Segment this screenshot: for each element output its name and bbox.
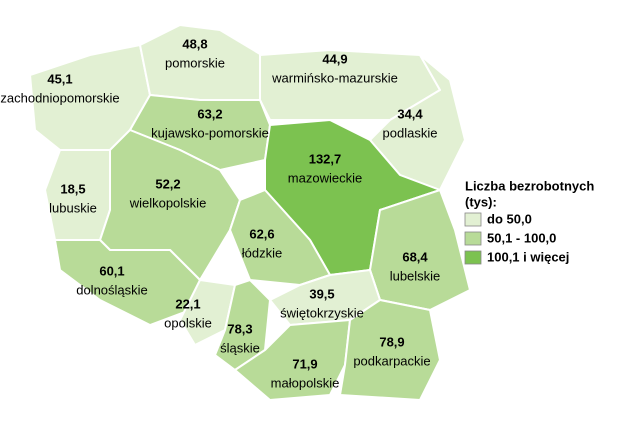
value-label: 68,4 — [402, 249, 428, 264]
value-label: 78,9 — [379, 334, 404, 349]
region-label: dolnośląskie — [76, 282, 148, 297]
value-label: 22,1 — [175, 296, 200, 311]
value-label: 39,5 — [309, 286, 334, 301]
region — [234, 319, 351, 401]
region-label: śląskie — [220, 340, 260, 355]
value-label: 60,1 — [99, 263, 124, 278]
value-label: 45,1 — [47, 71, 72, 86]
region-label: łódzkie — [242, 245, 282, 260]
region-label: świętokrzyskie — [280, 305, 364, 320]
value-label: 63,2 — [197, 106, 222, 121]
legend-label: 50,1 - 100,0 — [487, 230, 556, 245]
legend-title: (tys): — [465, 194, 497, 209]
value-label: 34,4 — [397, 106, 423, 121]
legend-swatch — [464, 212, 482, 227]
region-label: pomorskie — [165, 55, 225, 70]
region-label: wielkopolskie — [129, 195, 207, 210]
legend-title: Liczba bezrobotnych — [465, 178, 594, 193]
value-label: 52,2 — [155, 176, 180, 191]
region — [339, 299, 441, 401]
region-label: lubelskie — [390, 268, 441, 283]
legend-swatch — [464, 231, 482, 246]
region-label: opolskie — [164, 315, 212, 330]
value-label: 62,6 — [249, 226, 274, 241]
region — [179, 279, 236, 346]
region-label: warmińsko-mazurskie — [271, 70, 398, 85]
value-label: 44,9 — [322, 51, 347, 66]
legend-label: 100,1 i więcej — [487, 249, 569, 264]
value-label: 48,8 — [182, 36, 207, 51]
region-label: lubuskie — [49, 200, 97, 215]
region-label: podlaskie — [383, 125, 438, 140]
value-label: 71,9 — [292, 356, 317, 371]
region-label: kujawsko-pomorskie — [151, 125, 269, 140]
value-label: 132,7 — [309, 151, 342, 166]
value-label: 78,3 — [227, 321, 252, 336]
region-label: mazowieckie — [288, 170, 362, 185]
region-label: małopolskie — [271, 375, 340, 390]
legend-label: do 50,0 — [487, 211, 532, 226]
region-label: podkarpackie — [353, 353, 430, 368]
legend-swatch — [464, 250, 482, 265]
region — [99, 129, 241, 281]
region-label: zachodniopomorskie — [0, 90, 119, 105]
value-label: 18,5 — [60, 181, 85, 196]
